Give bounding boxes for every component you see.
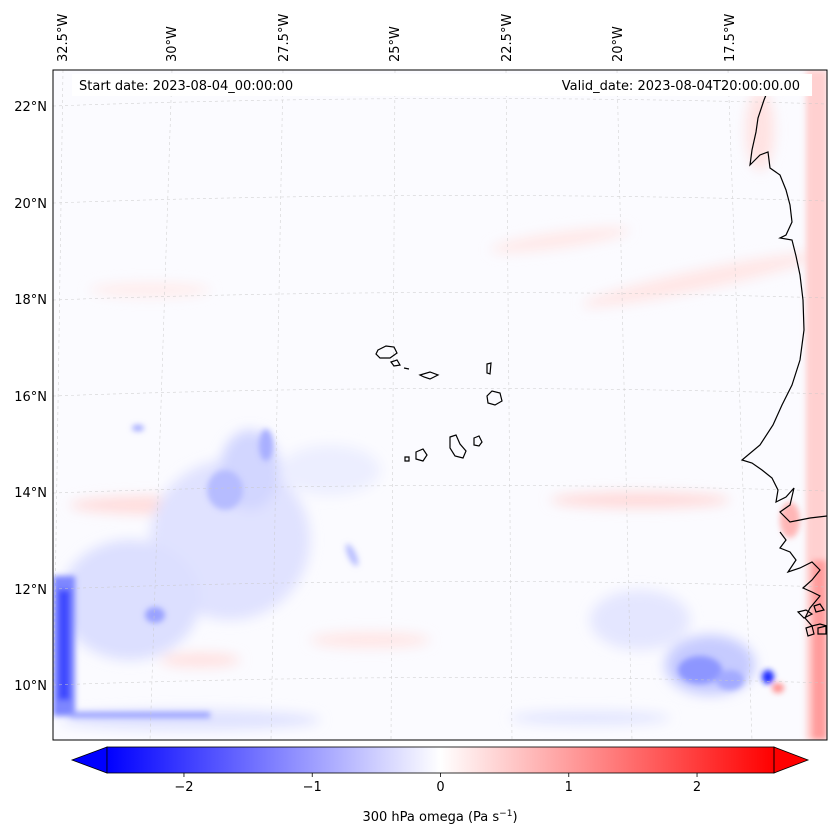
longitude-labels: 32.5°W 30°W 27.5°W 25°W 22.5°W 20°W 17.5… bbox=[56, 14, 738, 62]
colorbar-tick-label: −1 bbox=[303, 780, 322, 795]
lon-label-25w: 25°W bbox=[388, 26, 403, 62]
colorbar-gradient bbox=[107, 747, 774, 773]
lon-label-27-5w: 27.5°W bbox=[277, 14, 292, 62]
colorbar: −2 −1 0 1 2 300 hPa omega (Pa s−1) bbox=[72, 747, 808, 825]
lon-label-20w: 20°W bbox=[611, 26, 626, 62]
colorbar-label: 300 hPa omega (Pa s−1) bbox=[362, 809, 517, 825]
lat-label-14n: 14°N bbox=[14, 486, 47, 501]
lat-label-16n: 16°N bbox=[14, 390, 47, 405]
colorbar-low-extend bbox=[72, 747, 107, 773]
lat-label-10n: 10°N bbox=[14, 679, 47, 694]
colorbar-tick-label: 2 bbox=[693, 780, 701, 795]
lat-label-18n: 18°N bbox=[14, 293, 47, 308]
colorbar-tick-label: −2 bbox=[174, 780, 193, 795]
map-panel: Start date: 2023-08-04_00:00:00 Valid_da… bbox=[53, 70, 827, 740]
valid-date-label: Valid_date: 2023-08-04T20:00:00.00 bbox=[562, 79, 800, 94]
start-date-label: Start date: 2023-08-04_00:00:00 bbox=[79, 79, 293, 94]
omega-map-figure: Start date: 2023-08-04_00:00:00 Valid_da… bbox=[0, 0, 837, 839]
lon-label-32-5w: 32.5°W bbox=[56, 14, 71, 62]
lon-label-22-5w: 22.5°W bbox=[500, 14, 515, 62]
latitude-labels: 22°N 20°N 18°N 16°N 14°N 12°N 10°N bbox=[14, 100, 47, 694]
lon-label-17-5w: 17.5°W bbox=[723, 14, 738, 62]
colorbar-high-extend bbox=[774, 747, 808, 773]
lon-label-30w: 30°W bbox=[165, 26, 180, 62]
colorbar-ticks: −2 −1 0 1 2 bbox=[174, 773, 701, 795]
lat-label-22n: 22°N bbox=[14, 100, 47, 115]
colorbar-tick-label: 1 bbox=[565, 780, 573, 795]
lat-label-20n: 20°N bbox=[14, 197, 47, 212]
lat-label-12n: 12°N bbox=[14, 583, 47, 598]
colorbar-tick-label: 0 bbox=[436, 780, 444, 795]
